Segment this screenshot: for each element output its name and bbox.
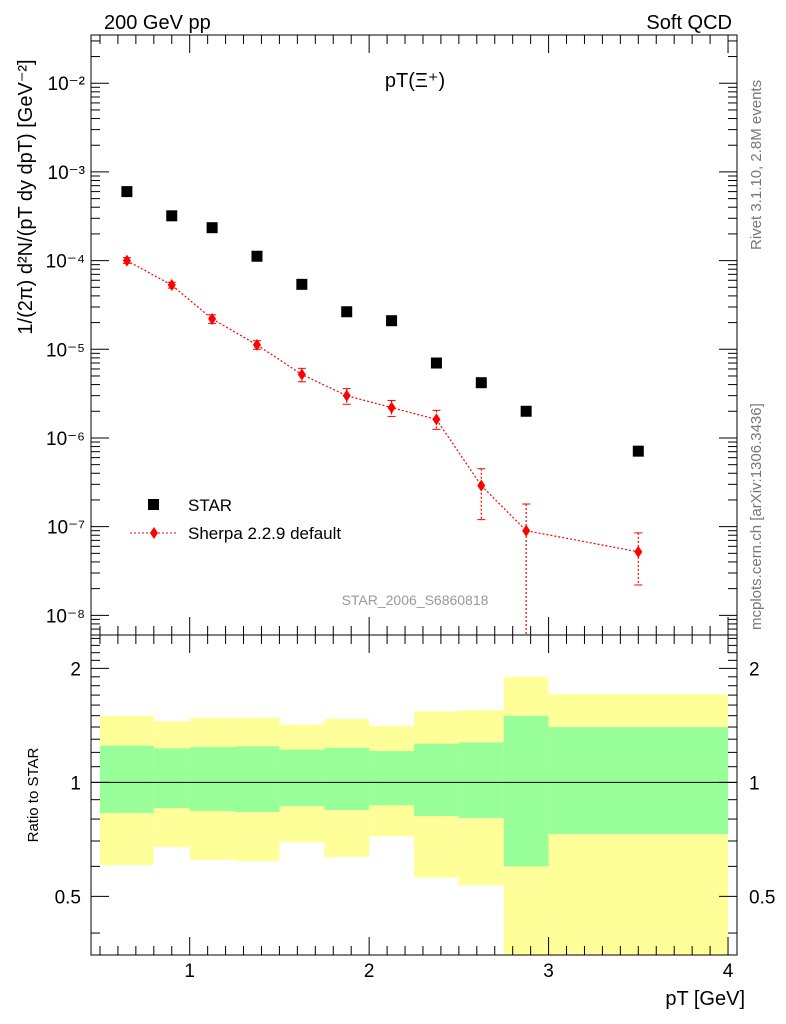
main-y-tick-label: 10⁻⁶	[46, 429, 85, 450]
x-tick-label: 4	[723, 961, 734, 982]
sherpa-point	[297, 368, 306, 381]
header-left-label: 200 GeV pp	[104, 12, 211, 34]
ratio-y-tick-label-right: 1	[749, 773, 760, 794]
x-axis-label: pT [GeV]	[665, 988, 745, 1010]
ratio-inner-band	[458, 742, 504, 819]
ratio-inner-band	[234, 746, 280, 813]
sherpa-point	[477, 479, 486, 492]
main-title: pT(Ξ⁺)	[385, 70, 445, 92]
main-y-tick-label: 10⁻⁸	[46, 606, 85, 627]
rivet-version-label: Rivet 3.1.10, 2.8M events	[748, 80, 765, 250]
star-point	[632, 445, 644, 457]
legend: STAR Sherpa 2.2.9 default	[130, 496, 341, 543]
star-point	[386, 315, 398, 327]
main-y-tick-label: 10⁻³	[48, 163, 86, 184]
mcplots-label: mcplots.cern.ch [arXiv:1306.3436]	[748, 403, 765, 630]
x-tick-label: 3	[543, 961, 554, 982]
star-point	[206, 222, 218, 234]
ratio-inner-band	[503, 715, 549, 867]
watermark-label: STAR_2006_S6860818	[342, 592, 489, 608]
sherpa-point	[208, 312, 217, 325]
star-point	[166, 210, 178, 222]
ratio-y-tick-label: 1	[70, 773, 81, 794]
x-tick-label: 2	[364, 961, 375, 982]
main-y-axis-label: 1/(2π) d²N/(pT dy dpT) [GeV⁻²]	[15, 59, 37, 334]
star-point	[520, 405, 532, 417]
legend-marker-sherpa	[150, 527, 158, 539]
star-point	[341, 306, 353, 318]
sherpa-point	[167, 279, 176, 292]
sherpa-point	[634, 545, 643, 558]
sherpa-point	[432, 413, 441, 426]
star-point	[430, 357, 442, 369]
ratio-inner-band	[189, 746, 235, 812]
sherpa-point	[252, 338, 261, 351]
legend-label-sherpa: Sherpa 2.2.9 default	[188, 524, 341, 543]
sherpa-point	[122, 254, 131, 267]
main-panel: 10⁻⁸ 10⁻⁷ 10⁻⁶ 10⁻⁵ 10⁻⁴ 10⁻³ 10⁻² pT(Ξ⁺) STAR…	[15, 34, 738, 636]
ratio-panel: 0.5 0.5 1 1 2 2 1 2 3 4 Ratio to STAR pT [GeV]	[25, 634, 775, 1010]
ratio-inner-band	[153, 748, 190, 809]
ratio-plot-frame	[90, 634, 738, 956]
legend-marker-star	[148, 499, 159, 510]
star-point	[296, 278, 308, 290]
sherpa-point	[522, 524, 531, 537]
ratio-inner-band	[548, 727, 729, 835]
star-point	[475, 377, 487, 389]
ratio-y-tick-label-right: 0.5	[749, 887, 775, 908]
sherpa-point	[387, 401, 396, 414]
star-point	[251, 250, 263, 262]
main-y-tick-label: 10⁻⁵	[46, 340, 85, 361]
main-y-tick-label: 10⁻⁷	[47, 518, 85, 539]
ratio-inner-band	[414, 743, 459, 816]
main-y-tick-label: 10⁻⁴	[46, 252, 85, 273]
x-tick-label: 1	[184, 961, 195, 982]
star-point	[121, 186, 133, 198]
ratio-y-tick-label-right: 2	[749, 659, 760, 680]
ratio-inner-band	[369, 751, 414, 806]
sherpa-point	[342, 389, 351, 402]
ratio-inner-band	[99, 745, 154, 814]
ratio-y-tick-label: 0.5	[55, 887, 81, 908]
ratio-y-axis-label: Ratio to STAR	[25, 747, 42, 842]
main-plot-frame	[90, 34, 738, 636]
header-right-label: Soft QCD	[646, 12, 732, 34]
ratio-inner-band	[324, 747, 370, 811]
ratio-y-tick-label: 2	[70, 659, 81, 680]
sherpa-line	[126, 260, 639, 553]
legend-label-star: STAR	[188, 496, 232, 515]
ratio-inner-band	[279, 749, 325, 807]
main-y-tick-label: 10⁻²	[48, 74, 86, 95]
